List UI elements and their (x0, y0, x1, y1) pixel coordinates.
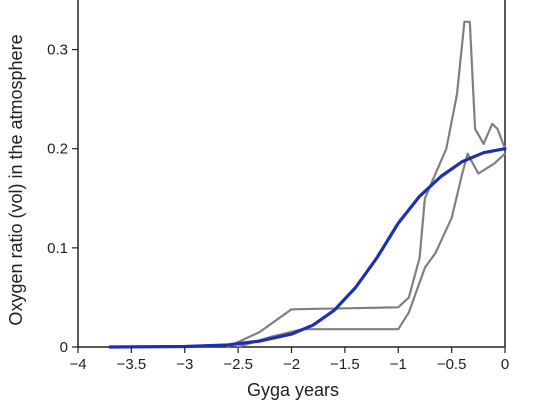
x-tick-label: −3 (176, 356, 193, 373)
x-tick-label: −4 (69, 356, 86, 373)
x-tick-label: −1 (390, 356, 407, 373)
y-tick-label: 0.3 (47, 42, 68, 59)
y-axis-ticks: 0 0.1 0.2 0.3 (47, 42, 78, 356)
y-axis-title: Oxygen ratio (vol) in the atmosphere (6, 34, 26, 325)
x-tick-label: 0 (501, 356, 509, 373)
series-layer (108, 20, 507, 349)
x-tick-label: −1.5 (330, 356, 360, 373)
series-line-lower (237, 152, 507, 349)
x-axis-title: Gyga years (247, 380, 339, 400)
series-line-central (108, 147, 507, 349)
x-tick-label: −2 (283, 356, 300, 373)
y-tick-label: 0.2 (47, 141, 68, 158)
y-tick-label: 0 (60, 339, 68, 356)
y-tick-label: 0.1 (47, 240, 68, 257)
x-axis-ticks: −4 −3.5 −3 −2.5 −2 −1.5 −1 −0.5 0 (69, 347, 509, 373)
plot-frame (77, 0, 506, 348)
x-tick-label: −3.5 (117, 356, 147, 373)
x-tick-label: −2.5 (223, 356, 253, 373)
x-tick-label: −0.5 (437, 356, 467, 373)
series-line-upper (226, 20, 507, 349)
